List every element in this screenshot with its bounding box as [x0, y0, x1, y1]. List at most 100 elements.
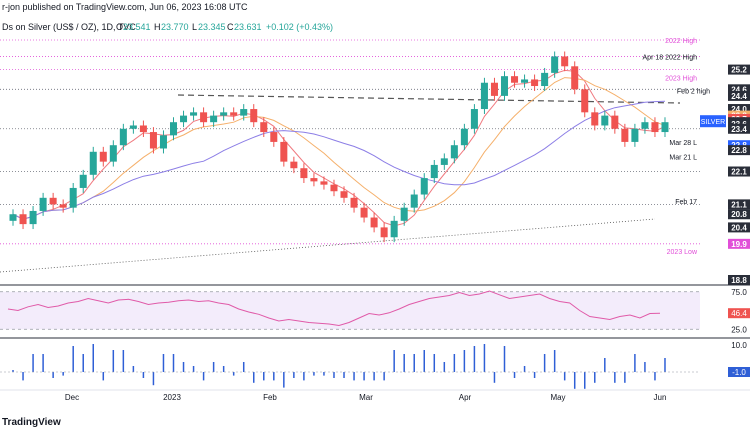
candle-body [29, 210, 37, 225]
candle-body [270, 132, 278, 142]
annotation-feb2-high: Feb 2 high [677, 88, 710, 95]
candle-body [320, 181, 328, 185]
rsi-axis-label-bg [728, 286, 750, 297]
annotation-2023-high: 2023 High [665, 76, 697, 83]
time-axis-label: 2023 [163, 393, 181, 402]
time-axis-label: Dec [65, 393, 79, 402]
time-axis-label: Feb [263, 393, 277, 402]
price-axis-label-bg [728, 90, 750, 101]
candle-body [260, 122, 268, 133]
oscillator-axis-label-bg [728, 340, 750, 350]
footer-brand: TradingView [2, 417, 61, 428]
price-axis-label: 24.0 [731, 105, 747, 114]
candle-body [500, 76, 509, 96]
candle-body [79, 174, 87, 188]
ohlc-header: Ds on Silver (US$ / OZ), 1D, TVC O 23.54… [2, 22, 333, 32]
candle-body [390, 220, 398, 238]
oscillator-axis-label-bg [728, 367, 750, 377]
candle-body [470, 109, 478, 129]
rsi-line [7, 290, 661, 327]
annotation-2022-high: 2022 High [665, 38, 697, 45]
price-axis-label-bg [728, 84, 750, 95]
candle-body [641, 122, 649, 129]
moving-average-line [12, 69, 666, 227]
change-value: +0.102 (+0.43%) [266, 22, 333, 32]
candle-body [330, 184, 338, 192]
close-label: C [227, 22, 234, 32]
annotation-mar21-low: Mar 21 L [669, 155, 697, 162]
price-axis-label-bg [728, 209, 750, 220]
time-axis-label: Apr [459, 393, 472, 402]
time-axis-label: Jun [654, 393, 667, 402]
rsi-axis-label-bg [728, 324, 750, 335]
candle-body [480, 82, 488, 110]
candle-body [521, 79, 529, 83]
annotation-2023-low: 2023 Low [667, 249, 698, 256]
candle-body [490, 82, 498, 96]
candle-body [210, 115, 218, 123]
oscillator-axis-label: -1.0 [732, 368, 746, 377]
price-axis-label: 20.8 [731, 210, 747, 219]
candle-body [250, 109, 258, 123]
open-value: 23.541 [123, 22, 151, 32]
candle-body [360, 207, 368, 218]
annotation-mar28-low: Mar 28 L [669, 140, 697, 147]
annotation-apr18-high: Apr 18 2022 High [643, 54, 698, 61]
symbol-tag-text: SILVER [701, 119, 725, 126]
instrument-label: Ds on Silver (US$ / OZ), 1D, TVC [2, 22, 136, 32]
time-axis-label: May [550, 393, 565, 402]
price-axis-label: 25.2 [731, 66, 747, 75]
price-axis-label-bg [728, 64, 750, 75]
price-axis-label: 22.8 [731, 146, 747, 155]
candle-body [611, 115, 619, 129]
candle-body [430, 164, 438, 179]
candle-body [290, 161, 298, 169]
candle-body [460, 128, 468, 146]
moving-average-line [12, 100, 666, 220]
moving-average-line [12, 77, 666, 220]
candle-body [109, 145, 117, 162]
symbol-tag [700, 115, 726, 128]
price-axis-label-bg [728, 104, 750, 115]
candle-body [380, 227, 388, 238]
price-axis-label-bg [728, 123, 750, 134]
candle-body [561, 56, 569, 67]
candle-body [370, 217, 378, 228]
price-axis-label: 24.4 [731, 92, 747, 101]
candle-body [139, 125, 147, 133]
publisher-text: r-jon published on TradingView.com, Jun … [2, 2, 248, 12]
candle-body [591, 112, 599, 126]
candle-body [59, 204, 67, 208]
candle-body [230, 112, 238, 116]
oscillator-pane: 10.0 -1.0 [0, 340, 750, 389]
candle-body [631, 128, 639, 142]
open-label: O [116, 22, 123, 32]
candle-body [440, 158, 448, 165]
candle-body [99, 151, 107, 162]
candle-body [69, 187, 77, 208]
candle-body [571, 66, 579, 90]
candle-body [511, 76, 519, 83]
price-axis-label: 19.9 [731, 240, 747, 249]
candle-body [280, 141, 288, 162]
candle-body [180, 115, 188, 123]
price-axis-label-bg [728, 275, 750, 285]
price-axis-label: 22.1 [731, 168, 747, 177]
low-label: L [192, 22, 197, 32]
price-axis-label: 21.1 [731, 200, 747, 209]
candle-body [300, 168, 308, 179]
candle-body [581, 89, 589, 113]
candle-body [621, 128, 629, 142]
price-axis: 25.224.624.424.023.823.723.623.623.422.8… [728, 64, 750, 285]
close-value: 23.631 [234, 22, 262, 32]
horizontal-levels [0, 39, 700, 245]
candle-body [551, 56, 559, 73]
price-axis-label: 20.4 [731, 223, 747, 232]
candle-body [240, 109, 248, 116]
moving-averages [12, 69, 666, 227]
candle-body [651, 122, 659, 133]
high-label: H [154, 22, 161, 32]
candle-body [159, 135, 167, 149]
candle-body [49, 197, 57, 205]
